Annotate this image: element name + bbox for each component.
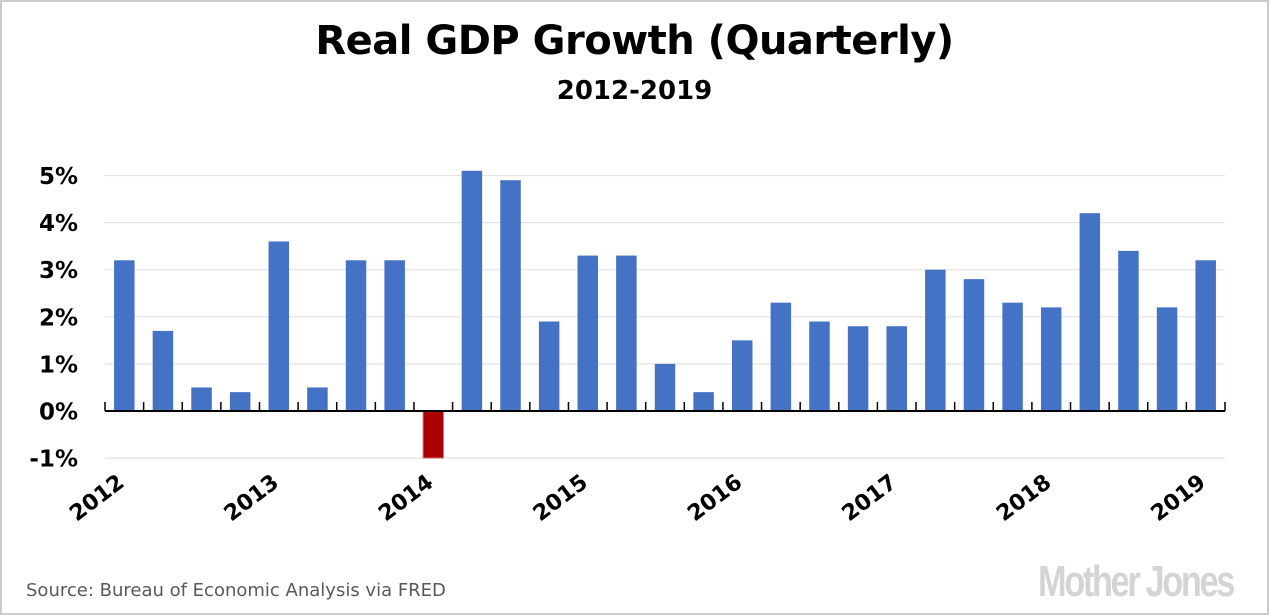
bar-2016-q1 [731, 340, 753, 411]
bar-2019-q1 [1195, 260, 1216, 411]
chart-subtitle: 2012-2019 [556, 76, 713, 106]
x-tick-label: 2016 [683, 470, 747, 527]
mother-jones-logo: Mother Jones [1037, 557, 1235, 606]
y-tick-label: 3% [39, 258, 78, 284]
bar-2014-q4 [538, 321, 560, 411]
bar-2016-q3 [809, 321, 830, 411]
bar-2014-q2 [461, 170, 483, 411]
y-tick-label: 2% [39, 305, 78, 331]
bar-2014-q1 [422, 410, 445, 459]
x-tick-label: 2014 [374, 470, 438, 527]
chart-title: Real GDP Growth (Quarterly) [315, 18, 954, 64]
bar-2013-q2 [307, 387, 328, 411]
bar-2017-q3 [963, 279, 985, 411]
y-axis-tick-labels: 5% 4% 3% 2% 1% 0% -1% [29, 164, 78, 473]
bar-2012-q4 [229, 392, 251, 411]
bar-2012-q3 [191, 387, 212, 411]
bar-2015-q4 [693, 392, 714, 411]
bar-2016-q4 [847, 326, 869, 411]
bar-2015-q2 [616, 255, 637, 411]
bar-2018-q3 [1118, 250, 1139, 411]
y-tick-label: 1% [39, 352, 78, 378]
bar-2016-q2 [770, 302, 792, 411]
x-axis [104, 402, 1226, 412]
x-tick-label: 2013 [220, 470, 284, 527]
x-tick-label: 2019 [1147, 470, 1211, 527]
bar-2014-q3 [500, 180, 521, 411]
bar-2015-q1 [577, 255, 599, 411]
bar-2018-q2 [1079, 213, 1101, 411]
y-tick-label: 0% [39, 400, 78, 426]
x-tick-label: 2018 [992, 470, 1056, 527]
y-tick-label: -1% [29, 447, 78, 473]
bar-2017-q1 [886, 326, 907, 411]
bar-2017-q4 [1002, 302, 1023, 411]
bar-2017-q2 [925, 269, 946, 411]
bar-2013-q4 [384, 260, 405, 411]
bars [114, 170, 1216, 459]
bar-2018-q4 [1156, 307, 1178, 411]
x-axis-tick-labels: 2012 2013 2014 2015 2016 2017 2018 2019 [65, 470, 1210, 527]
bar-2012-q1 [114, 260, 135, 411]
bar-2013-q3 [345, 260, 367, 411]
y-tick-label: 4% [39, 211, 78, 237]
x-tick-label: 2017 [838, 470, 902, 527]
x-tick-label: 2015 [529, 470, 593, 527]
y-tick-label: 5% [39, 164, 78, 190]
source-note: Source: Bureau of Economic Analysis via … [26, 580, 446, 601]
bar-2013-q1 [268, 241, 290, 411]
bar-2015-q3 [654, 363, 676, 411]
bar-2012-q2 [152, 330, 174, 411]
bar-2018-q1 [1040, 307, 1062, 411]
x-tick-label: 2012 [65, 470, 129, 527]
